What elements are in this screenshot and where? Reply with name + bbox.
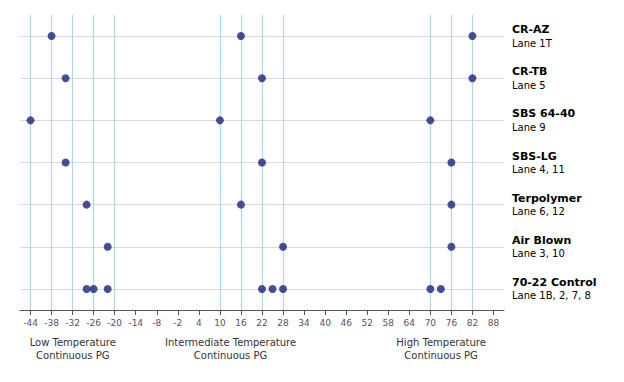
svg-text:Continuous PG: Continuous PG (36, 350, 109, 361)
svg-text:28: 28 (277, 318, 289, 328)
svg-text:-32: -32 (65, 318, 80, 328)
svg-text:-26: -26 (86, 318, 101, 328)
svg-text:Lane 1T: Lane 1T (512, 38, 553, 49)
svg-text:Continuous PG: Continuous PG (404, 350, 477, 361)
svg-text:-8: -8 (152, 318, 161, 328)
svg-text:Lane 6, 12: Lane 6, 12 (512, 206, 565, 217)
svg-text:Terpolymer: Terpolymer (512, 192, 582, 205)
svg-text:88: 88 (488, 318, 500, 328)
svg-text:Low Temperature: Low Temperature (30, 337, 116, 348)
svg-text:Air Blown: Air Blown (512, 234, 571, 247)
svg-text:34: 34 (298, 318, 310, 328)
svg-text:-38: -38 (44, 318, 59, 328)
svg-text:70-22 Control: 70-22 Control (512, 276, 596, 289)
svg-text:10: 10 (214, 318, 226, 328)
svg-text:SBS-LG: SBS-LG (512, 150, 557, 163)
svg-text:-44: -44 (23, 318, 38, 328)
svg-text:16: 16 (235, 318, 247, 328)
svg-text:Lane 1B, 2, 7, 8: Lane 1B, 2, 7, 8 (512, 290, 591, 301)
svg-text:-14: -14 (128, 318, 143, 328)
svg-text:-20: -20 (107, 318, 122, 328)
svg-text:Lane 3, 10: Lane 3, 10 (512, 248, 565, 259)
svg-text:Lane 9: Lane 9 (512, 122, 546, 133)
svg-text:Intermediate Temperature: Intermediate Temperature (165, 337, 296, 348)
svg-text:46: 46 (340, 318, 352, 328)
svg-text:Lane 4, 11: Lane 4, 11 (512, 164, 565, 175)
svg-text:Lane 5: Lane 5 (512, 80, 546, 91)
svg-text:4: 4 (196, 318, 202, 328)
svg-text:CR-TB: CR-TB (512, 65, 547, 78)
svg-text:70: 70 (425, 318, 437, 328)
svg-text:SBS 64-40: SBS 64-40 (512, 107, 576, 120)
svg-text:High Temperature: High Temperature (396, 337, 486, 348)
svg-text:22: 22 (256, 318, 267, 328)
svg-text:82: 82 (467, 318, 478, 328)
svg-text:40: 40 (319, 318, 331, 328)
svg-text:76: 76 (446, 318, 458, 328)
svg-text:-2: -2 (173, 318, 182, 328)
svg-text:CR-AZ: CR-AZ (512, 23, 550, 36)
svg-text:52: 52 (361, 318, 372, 328)
svg-text:64: 64 (404, 318, 416, 328)
svg-text:Continuous PG: Continuous PG (194, 350, 267, 361)
svg-text:58: 58 (383, 318, 395, 328)
